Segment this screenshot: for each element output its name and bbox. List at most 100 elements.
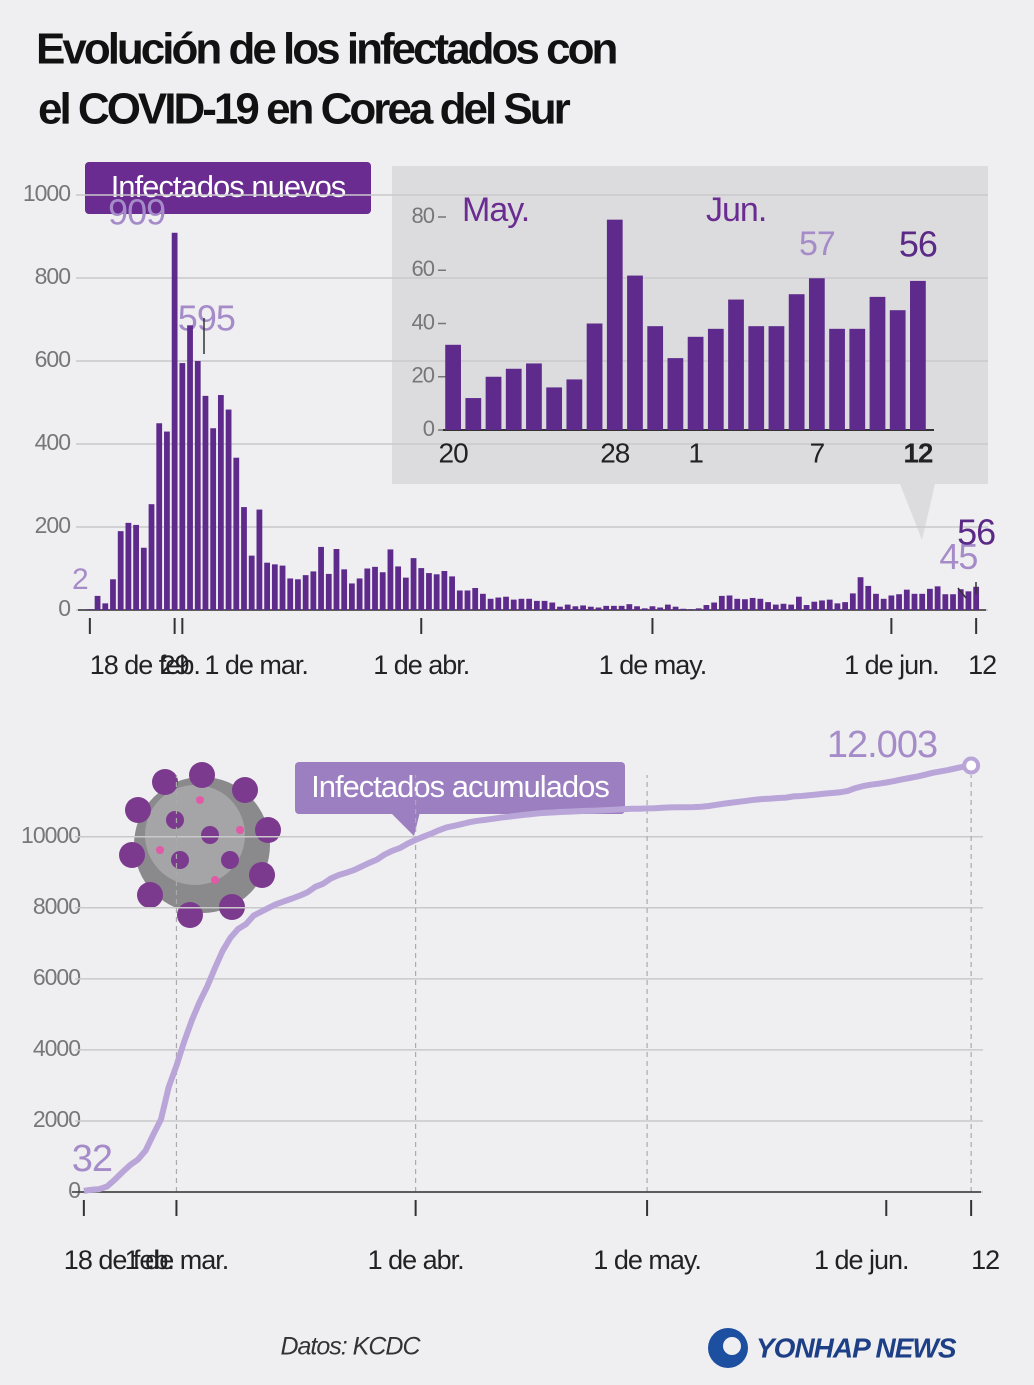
- bar: [510, 599, 517, 610]
- line: [83, 762, 972, 1194]
- bar: [718, 595, 725, 610]
- source: Datos: KCDC: [280, 1333, 421, 1361]
- end-marker: [962, 756, 981, 775]
- bar: [341, 569, 348, 610]
- bar: [485, 376, 502, 430]
- bar: [187, 325, 193, 610]
- bar: [819, 600, 825, 610]
- bar: [279, 565, 286, 610]
- bar: [834, 603, 841, 610]
- bar: [395, 566, 402, 610]
- bar: [541, 600, 548, 610]
- y-tick-label: 0: [423, 416, 435, 441]
- bar: [418, 568, 425, 610]
- bar: [348, 583, 355, 610]
- bar: [726, 595, 733, 610]
- bar: [857, 577, 864, 610]
- data-label: 595: [178, 298, 235, 339]
- bar: [795, 596, 802, 610]
- chart-title: Infectados acumulados: [311, 769, 609, 804]
- bar: [102, 603, 109, 610]
- bar: [788, 604, 795, 610]
- bar: [225, 409, 232, 610]
- logo: YONHAP NEWS: [708, 1328, 958, 1368]
- bar: [803, 605, 810, 610]
- bar: [927, 588, 933, 610]
- bar: [549, 602, 556, 610]
- bar: [965, 591, 972, 610]
- bar: [564, 604, 571, 610]
- logo-text: YONHAP NEWS: [756, 1332, 957, 1363]
- bar: [873, 593, 879, 610]
- bar: [156, 423, 163, 610]
- bar: [302, 575, 309, 610]
- y-tick-label: 6000: [33, 964, 80, 990]
- x-tick-label: 20: [439, 437, 469, 468]
- data-label: 2: [72, 563, 88, 596]
- bar: [742, 599, 748, 610]
- bar: [410, 558, 417, 610]
- bar: [603, 605, 610, 610]
- bar: [456, 590, 463, 610]
- bar: [171, 232, 178, 610]
- x-tick-label: 1 de may.: [599, 650, 707, 680]
- bar: [264, 562, 271, 610]
- bar: [179, 363, 186, 610]
- data-label: 57: [799, 225, 835, 263]
- bar: [707, 328, 724, 430]
- bar: [202, 395, 209, 610]
- y-tick-label: 800: [35, 263, 71, 289]
- bar: [518, 598, 525, 610]
- x-tick-label: 12: [968, 650, 996, 680]
- title-line: el COVID-19 en Corea del Sur: [38, 85, 571, 134]
- bar: [957, 589, 964, 610]
- bar: [94, 595, 101, 610]
- chart-title: Infectados nuevos: [111, 169, 346, 204]
- bar: [325, 573, 332, 610]
- bar: [680, 608, 687, 610]
- bar: [880, 598, 887, 610]
- bar: [133, 524, 139, 610]
- bar: [911, 593, 918, 610]
- x-tick-label: 1 de abr.: [368, 1245, 464, 1275]
- x-tick-label: 1 de abr.: [373, 650, 469, 680]
- x-tick-label: 18 de feb.: [64, 1245, 174, 1275]
- bar: [426, 573, 432, 610]
- bar: [379, 572, 386, 610]
- bar: [649, 606, 656, 610]
- bar: [667, 358, 684, 430]
- x-tick-label: 1 de jun.: [814, 1245, 909, 1275]
- bar: [148, 504, 155, 610]
- bar: [586, 323, 603, 430]
- bar: [233, 457, 240, 610]
- x-tick-label: 29: [161, 650, 189, 680]
- bar: [626, 604, 633, 610]
- bar: [356, 578, 363, 610]
- x-tick-label: 1: [688, 437, 703, 468]
- data-label: 32: [72, 1138, 112, 1180]
- y-tick-label: 600: [35, 346, 71, 372]
- y-tick-label: 200: [35, 512, 71, 538]
- y-tick-label: 80: [412, 203, 435, 228]
- bar: [566, 379, 583, 430]
- bar: [849, 593, 856, 610]
- bar: [194, 361, 201, 610]
- bar: [557, 606, 563, 610]
- bar: [465, 398, 482, 430]
- bar: [125, 522, 132, 610]
- bar: [333, 548, 340, 610]
- bar: [688, 609, 694, 610]
- bar: [687, 336, 704, 430]
- bar: [748, 326, 765, 430]
- data-label: 12.003: [827, 724, 937, 766]
- bar: [910, 280, 926, 430]
- bar: [472, 588, 479, 610]
- bar: [734, 598, 741, 610]
- bar: [110, 579, 116, 610]
- bar: [241, 507, 247, 610]
- bar: [888, 595, 895, 610]
- bar: [765, 602, 771, 610]
- leader-line: [957, 587, 967, 599]
- x-tick-label: 1 de jun.: [844, 650, 939, 680]
- x-tick-label: 12: [971, 1245, 999, 1275]
